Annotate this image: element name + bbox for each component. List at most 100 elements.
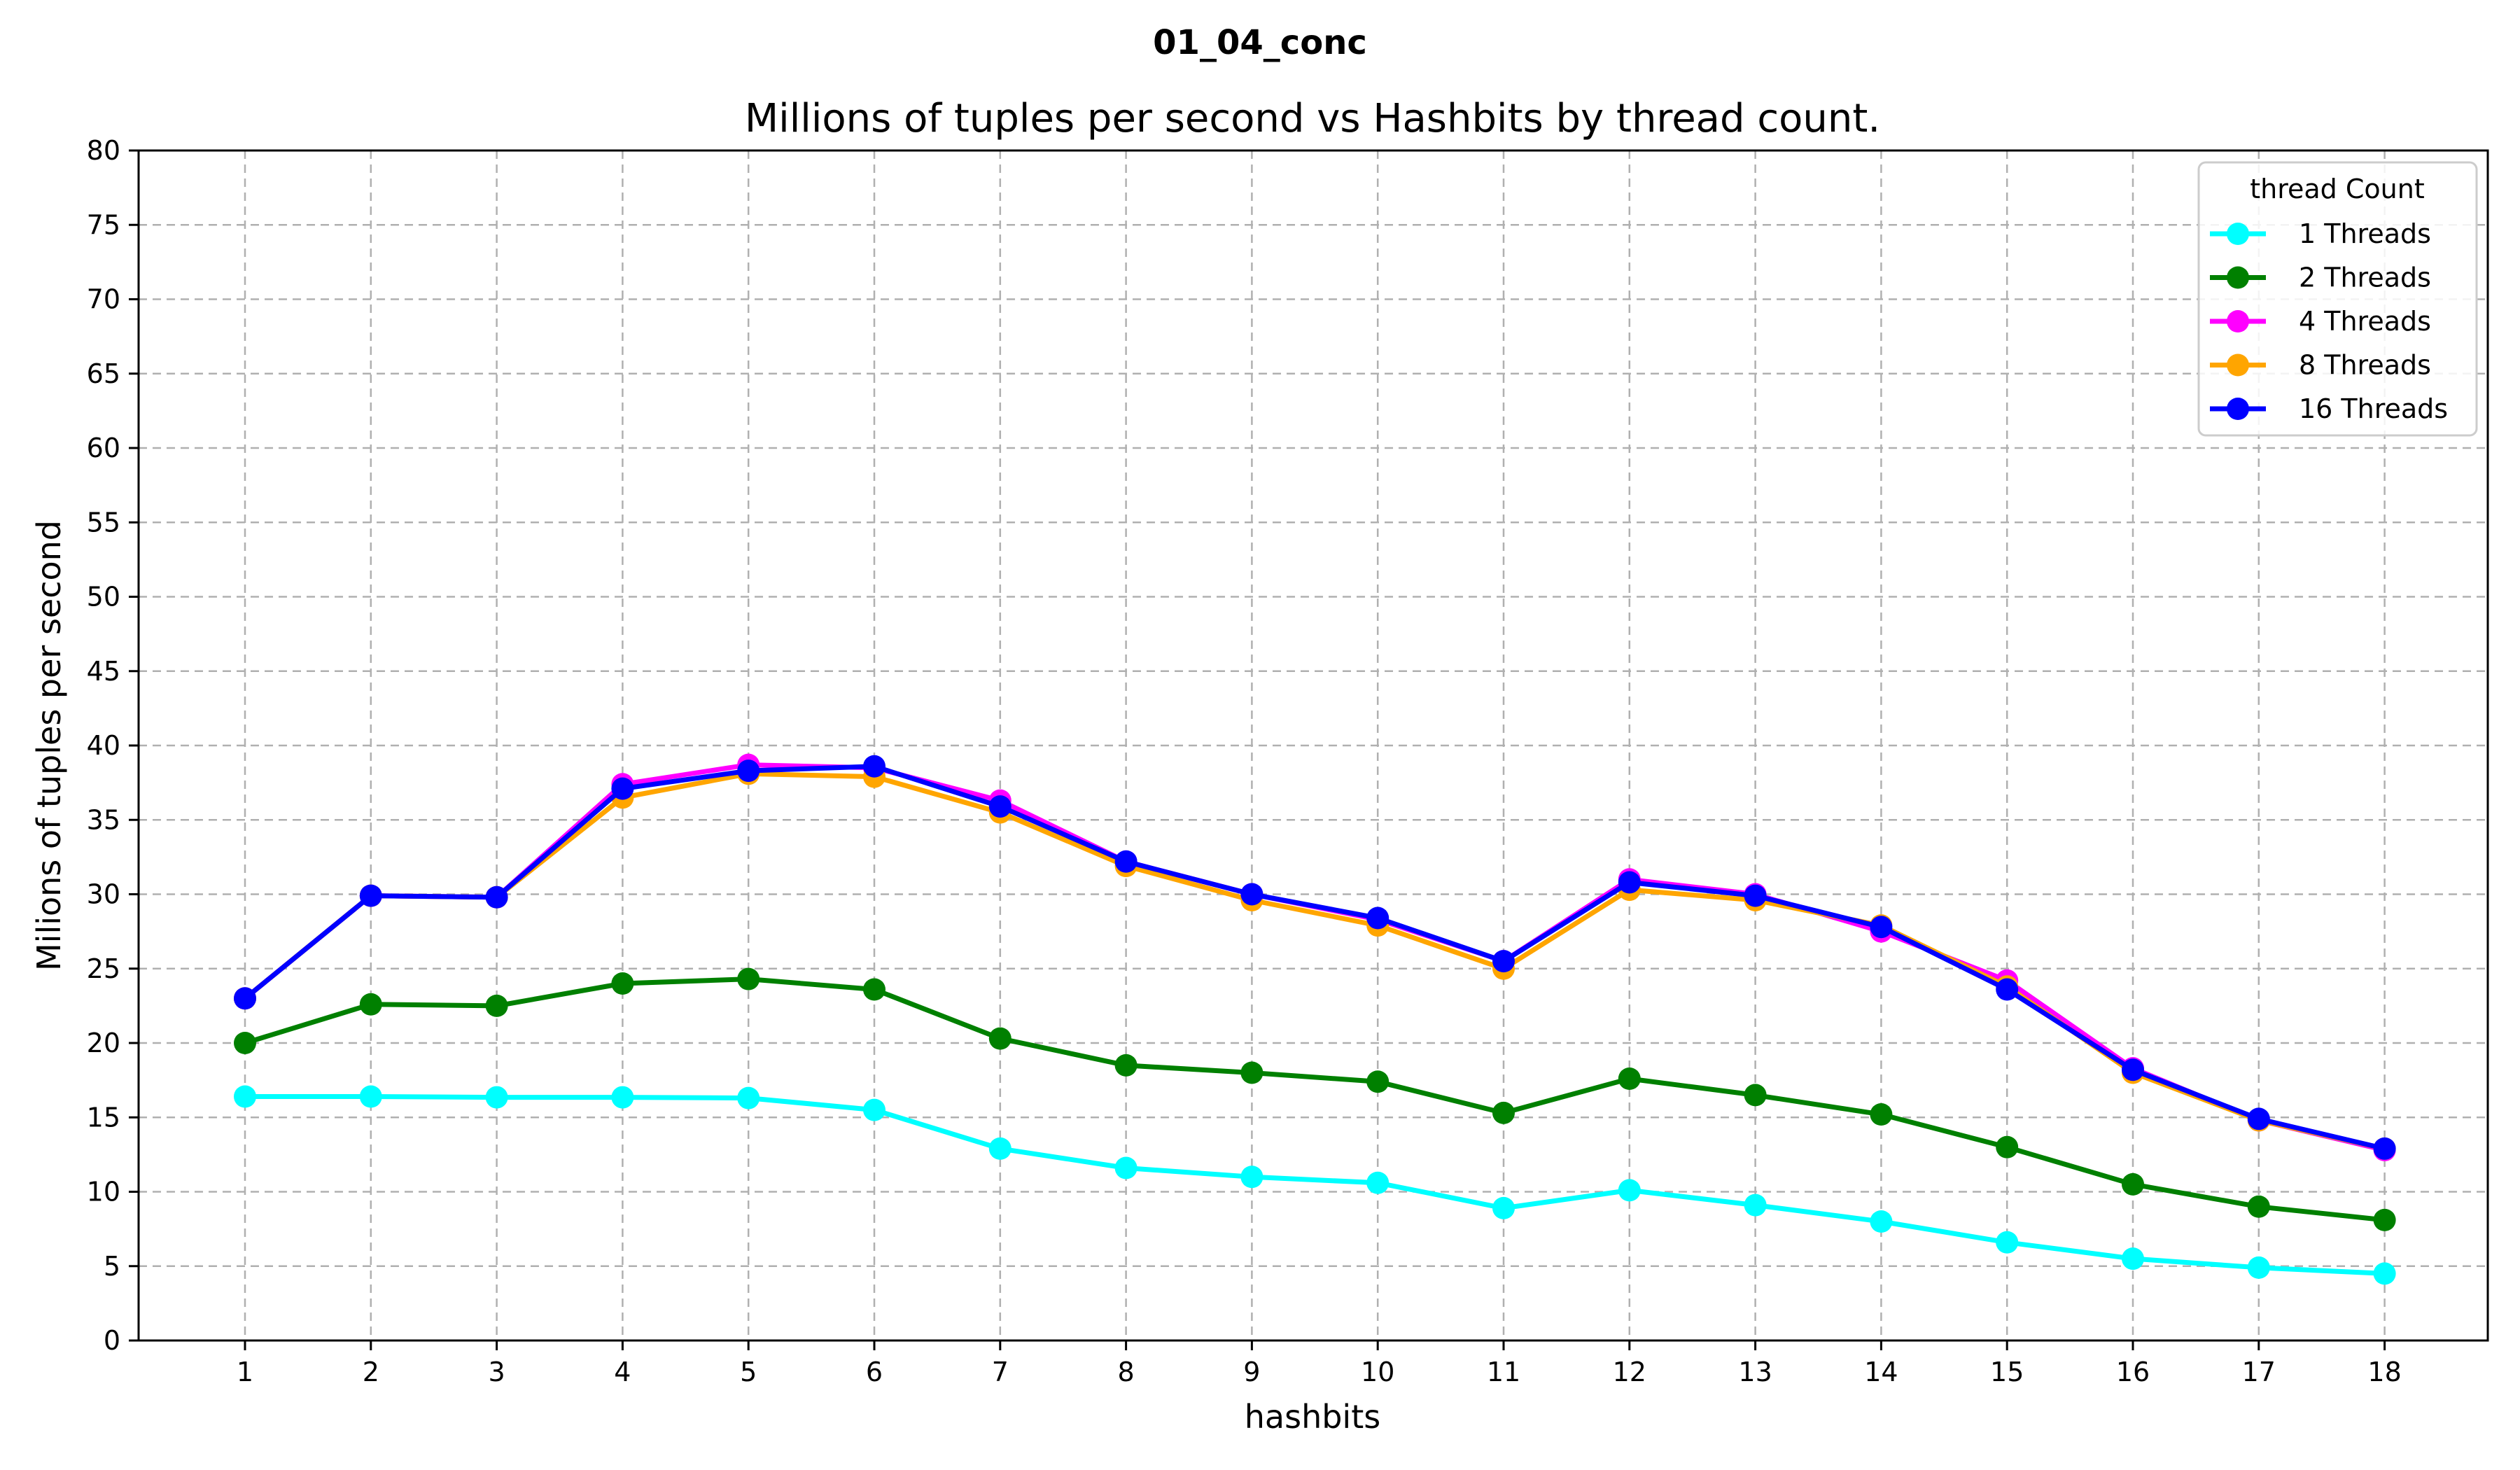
series-2-threads	[234, 967, 2396, 1231]
data-point-2-threads	[611, 972, 634, 995]
figure-suptitle: 01_04_conc	[1153, 23, 1367, 62]
data-point-2-threads	[1744, 1084, 1767, 1107]
series-line-16-threads	[242, 764, 2388, 1152]
data-point-16-threads	[485, 886, 508, 909]
legend-frame	[2197, 161, 2478, 437]
legend-entry-4-threads: 4 Threads	[2210, 306, 2431, 337]
data-point-1-threads	[2122, 1247, 2144, 1270]
data-point-16-threads	[1618, 871, 1641, 894]
legend: thread Count 1 Threads 2 Threads 4 Threads…	[2197, 161, 2478, 437]
y-axis: 0 5 10 15 20 25 30 35 40 45 50 55 60 65 70 75 80	[87, 135, 139, 1356]
y-tick-label: 70	[87, 284, 120, 315]
y-axis-label: Milions of tuples per second	[30, 520, 68, 971]
x-axis-label: hashbits	[1245, 1398, 1380, 1436]
data-point-1-threads	[1240, 1166, 1264, 1189]
x-axis: 1 2 3 4 5 6 7 8 9 10 11 12 13 14 15 16 17 18	[237, 1340, 2402, 1387]
legend-entry-8-threads: 8 Threads	[2210, 350, 2431, 381]
data-point-1-threads	[611, 1086, 634, 1109]
x-tick-label: 7	[992, 1357, 1009, 1387]
x-tick-label: 9	[1243, 1357, 1260, 1387]
x-tick-label: 3	[489, 1357, 505, 1387]
data-point-16-threads	[863, 755, 886, 778]
series-16-threads	[234, 755, 2396, 1160]
data-point-2-threads	[1240, 1061, 1264, 1084]
data-point-2-threads	[1996, 1135, 2019, 1158]
legend-label: 8 Threads	[2299, 350, 2431, 381]
x-tick-label: 10	[1361, 1357, 1394, 1387]
x-tick-label: 8	[1118, 1357, 1135, 1387]
y-tick-label: 25	[87, 953, 120, 984]
data-point-1-threads	[2373, 1262, 2396, 1285]
data-point-2-threads	[2247, 1195, 2270, 1218]
data-point-1-threads	[1996, 1231, 2019, 1254]
y-tick-label: 15	[87, 1102, 120, 1133]
data-point-16-threads	[737, 760, 760, 783]
y-tick-label: 5	[104, 1251, 120, 1282]
x-tick-label: 12	[1613, 1357, 1646, 1387]
legend-title: thread Count	[2250, 174, 2425, 204]
x-tick-label: 4	[614, 1357, 631, 1387]
data-point-2-threads	[1870, 1103, 1893, 1126]
data-point-16-threads	[1996, 978, 2019, 1001]
x-tick-label: 13	[1738, 1357, 1772, 1387]
x-tick-label: 17	[2242, 1357, 2276, 1387]
data-point-16-threads	[988, 795, 1011, 818]
y-tick-label: 75	[87, 209, 120, 240]
legend-swatch-marker	[2227, 398, 2249, 420]
data-point-2-threads	[359, 993, 382, 1016]
data-point-16-threads	[2122, 1058, 2144, 1082]
data-point-2-threads	[1366, 1070, 1390, 1093]
data-point-16-threads	[1492, 950, 1515, 973]
x-tick-label: 2	[363, 1357, 379, 1387]
data-point-1-threads	[1366, 1171, 1390, 1194]
legend-swatch-marker	[2227, 310, 2249, 332]
data-point-1-threads	[359, 1085, 382, 1108]
y-tick-label: 50	[87, 582, 120, 612]
data-point-16-threads	[1870, 916, 1893, 939]
y-tick-label: 10	[87, 1177, 120, 1208]
legend-swatch-marker	[2227, 223, 2249, 245]
data-point-2-threads	[2122, 1172, 2144, 1196]
data-point-16-threads	[2373, 1137, 2396, 1160]
data-point-2-threads	[737, 967, 760, 990]
chart-title: Millions of tuples per second vs Hashbit…	[745, 96, 1880, 141]
x-tick-label: 5	[740, 1357, 757, 1387]
series-1-threads	[234, 1085, 2396, 1285]
legend-swatch-marker	[2227, 354, 2249, 377]
data-point-16-threads	[2247, 1107, 2270, 1130]
x-tick-label: 14	[1864, 1357, 1898, 1387]
data-point-2-threads	[988, 1027, 1011, 1050]
data-point-16-threads	[1744, 884, 1767, 907]
x-tick-label: 15	[1990, 1357, 2024, 1387]
data-point-2-threads	[1114, 1054, 1138, 1077]
y-tick-label: 45	[87, 656, 120, 687]
data-point-1-threads	[234, 1085, 256, 1108]
legend-label: 1 Threads	[2299, 218, 2431, 249]
x-tick-label: 6	[866, 1357, 883, 1387]
data-point-2-threads	[1618, 1068, 1641, 1090]
data-point-2-threads	[2373, 1208, 2396, 1231]
y-tick-label: 80	[87, 135, 120, 166]
data-point-2-threads	[1492, 1101, 1515, 1124]
legend-entries: 1 Threads 2 Threads 4 Threads 8 Threads 16 T…	[2210, 218, 2448, 424]
data-point-2-threads	[485, 994, 508, 1017]
x-tick-label: 1	[237, 1357, 253, 1387]
legend-label: 4 Threads	[2299, 306, 2431, 337]
plot-area	[139, 150, 2488, 1340]
data-point-1-threads	[737, 1086, 760, 1110]
series-layer	[234, 753, 2396, 1285]
y-tick-label: 35	[87, 804, 120, 835]
data-point-2-threads	[234, 1032, 256, 1054]
y-tick-label: 60	[87, 433, 120, 463]
legend-label: 2 Threads	[2299, 262, 2431, 293]
data-point-1-threads	[1870, 1210, 1893, 1233]
data-point-1-threads	[988, 1137, 1011, 1160]
x-tick-label: 18	[2367, 1357, 2401, 1387]
y-tick-label: 55	[87, 507, 120, 538]
data-point-16-threads	[611, 777, 634, 800]
data-point-1-threads	[1114, 1156, 1138, 1180]
data-point-16-threads	[359, 884, 382, 907]
data-point-1-threads	[1618, 1179, 1641, 1202]
data-point-1-threads	[863, 1098, 886, 1121]
